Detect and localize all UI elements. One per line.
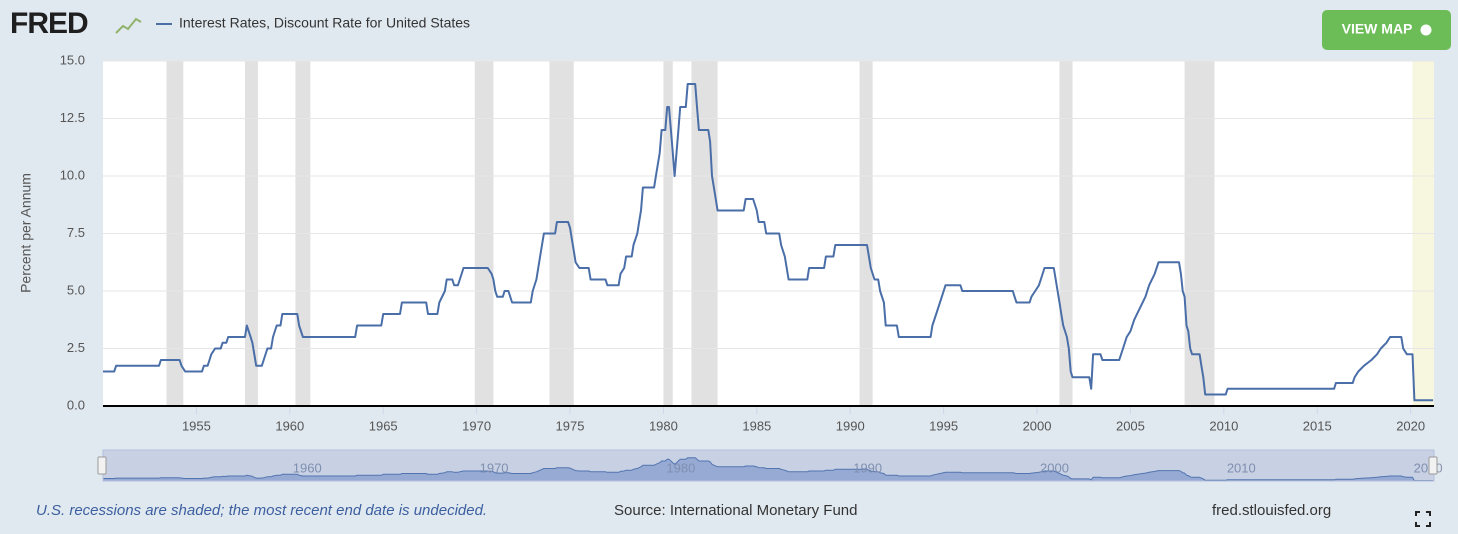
y-tick-label: 7.5 — [67, 225, 85, 240]
globe-icon[interactable] — [1420, 24, 1432, 36]
legend-label: Interest Rates, Discount Rate for United… — [179, 15, 470, 31]
recession-note: U.S. recessions are shaded; the most rec… — [36, 502, 487, 519]
navigator-handle[interactable] — [1428, 456, 1438, 475]
navigator-tick-label: 2000 — [1040, 460, 1069, 475]
navigator-tick-label: 1960 — [293, 460, 322, 475]
source: Source: International Monetary Fund — [614, 502, 857, 519]
x-tick-label: 2005 — [1116, 418, 1145, 433]
x-tick-label: 2015 — [1303, 418, 1332, 433]
y-tick-label: 10.0 — [60, 167, 85, 182]
navigator-tick-label: 1970 — [480, 460, 509, 475]
x-tick-label: 1985 — [742, 418, 771, 433]
x-tick-label: 2000 — [1023, 418, 1052, 433]
y-tick-label: 0.0 — [67, 397, 85, 412]
navigator-line — [103, 457, 1434, 482]
logo-icon — [115, 17, 142, 34]
view-map-button[interactable] — [1322, 10, 1451, 50]
y-tick-label: 5.0 — [67, 282, 85, 297]
x-tick-label: 1975 — [556, 418, 585, 433]
x-tick-label: 2010 — [1209, 418, 1238, 433]
y-tick-label: 15.0 — [60, 52, 85, 67]
navigator-area — [103, 457, 1434, 481]
view-map-label[interactable]: VIEW MAP — [1342, 21, 1413, 37]
x-tick-label: 1965 — [369, 418, 398, 433]
x-tick-label: 1980 — [649, 418, 678, 433]
series-line — [103, 83, 1434, 402]
x-tick-label: 1970 — [462, 418, 491, 433]
x-tick-label: 1960 — [275, 418, 304, 433]
x-tick-label: 1955 — [182, 418, 211, 433]
navigator-selection — [102, 449, 1435, 482]
x-tick-label: 1995 — [929, 418, 958, 433]
y-axis-label: Percent per Annum — [18, 173, 34, 293]
y-tick-label: 2.5 — [67, 340, 85, 355]
navigator-tick-label: 1990 — [853, 460, 882, 475]
x-tick-label: 1990 — [836, 418, 865, 433]
navigator-tick-label: 2010 — [1227, 460, 1256, 475]
navigator-tick-label: 1980 — [666, 460, 695, 475]
navigator-handle[interactable] — [97, 456, 107, 475]
x-tick-label: 2020 — [1396, 418, 1425, 433]
fullscreen-icon[interactable] — [1415, 511, 1431, 527]
y-tick-label: 12.5 — [60, 110, 85, 125]
logo: FRED — [10, 7, 88, 40]
site: fred.stlouisfed.org — [1212, 502, 1331, 519]
